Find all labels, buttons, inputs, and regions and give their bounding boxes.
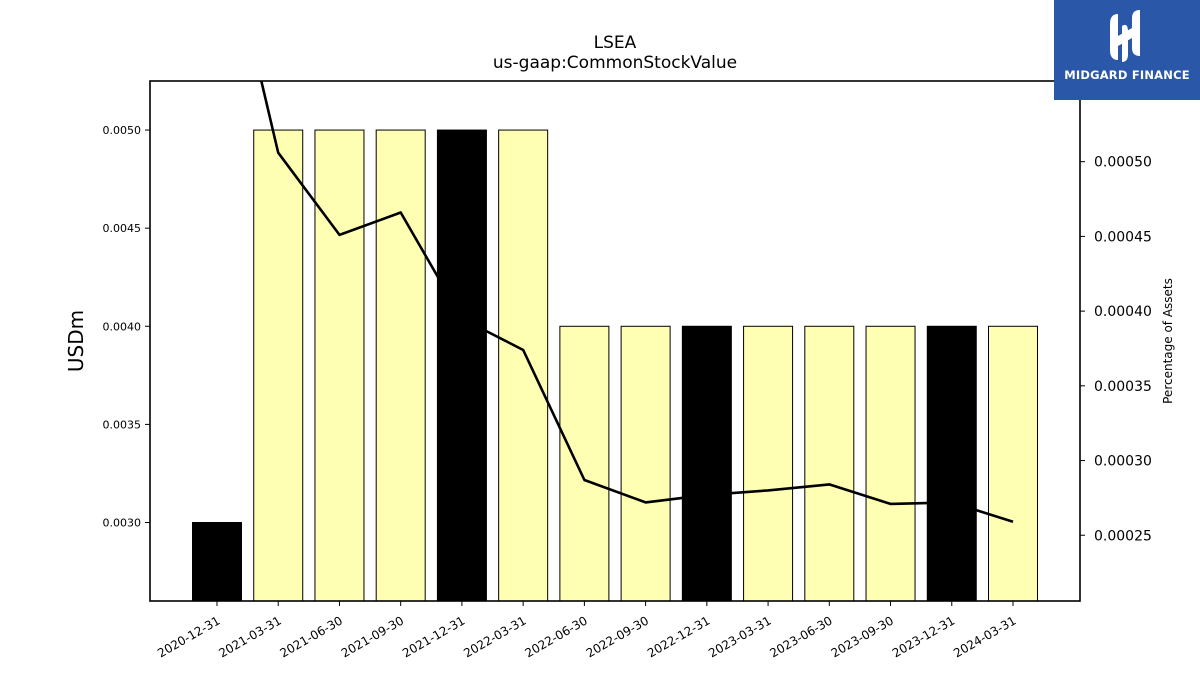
brand-logo: MIDGARD FINANCE [1054,0,1200,100]
bar-2023-09-30 [865,325,916,602]
x-tick-label: 2020-12-31 [155,613,222,660]
bar-2021-09-30 [375,129,426,602]
chart-subtitle: us-gaap:CommonStockValue [493,53,737,73]
bar-2022-12-31 [681,325,732,602]
bar-2023-06-30 [804,325,855,602]
y-tick-label: 0.0040 [103,320,142,333]
x-axis: 2020-12-312021-03-312021-06-302021-09-30… [155,601,1019,660]
x-tick-label: 2024-03-31 [951,613,1018,660]
bar-2022-03-31 [498,129,549,602]
midgard-logo-icon [1110,10,1140,62]
bar-2022-09-30 [620,325,671,602]
line-layer [259,81,1014,524]
bar-2023-03-31 [743,325,794,602]
x-tick-label: 2022-12-31 [645,613,712,660]
y2-tick-label: 0.00040 [1094,304,1152,320]
y2-tick-label: 0.00035 [1094,379,1152,395]
chart-title: LSEA [594,33,637,53]
x-tick-label: 2023-12-31 [890,613,957,660]
x-tick-label: 2021-09-30 [339,613,406,660]
x-tick-label: 2021-03-31 [216,613,283,660]
bar-2021-06-30 [314,129,365,602]
y2-tick-label: 0.00025 [1094,528,1152,544]
bar-2021-12-31 [436,129,487,602]
y-tick-label: 0.0035 [103,418,142,431]
y2-axis: 0.00025 0.00030 0.00035 0.00040 0.00045 0.000… [1080,155,1152,544]
x-tick-label: 2022-03-31 [461,613,528,660]
bar-2020-12-31 [192,522,242,602]
y2-tick-label: 0.00045 [1094,229,1152,245]
bar-2022-06-30 [559,325,610,602]
y-tick-label: 0.0030 [103,517,142,530]
bar-2021-03-31 [253,129,304,602]
x-tick-label: 2021-12-31 [400,613,467,660]
logo-text: MIDGARD FINANCE [1064,68,1190,82]
y2-tick-label: 0.00050 [1094,155,1152,171]
y-axis-label: USDm [64,310,88,372]
x-tick-label: 2021-06-30 [278,613,345,660]
x-tick-label: 2023-03-31 [706,613,773,660]
x-tick-label: 2023-06-30 [767,613,834,660]
percentage-of-assets-line [259,81,1014,524]
y2-axis-label: Percentage of Assets [1161,278,1175,404]
x-tick-label: 2022-06-30 [522,613,589,660]
y-axis: 0.0030 0.0035 0.0040 0.0045 0.0050 [103,124,150,530]
y-tick-label: 0.0045 [103,222,142,235]
x-tick-label: 2022-09-30 [584,613,651,660]
bars-layer [192,129,1038,602]
bar-2024-03-31 [988,325,1038,602]
y-tick-label: 0.0050 [103,124,142,137]
plot-frame [149,80,1081,602]
y2-tick-label: 0.00030 [1094,454,1152,470]
bar-2023-12-31 [926,325,977,602]
x-tick-label: 2023-09-30 [829,613,896,660]
